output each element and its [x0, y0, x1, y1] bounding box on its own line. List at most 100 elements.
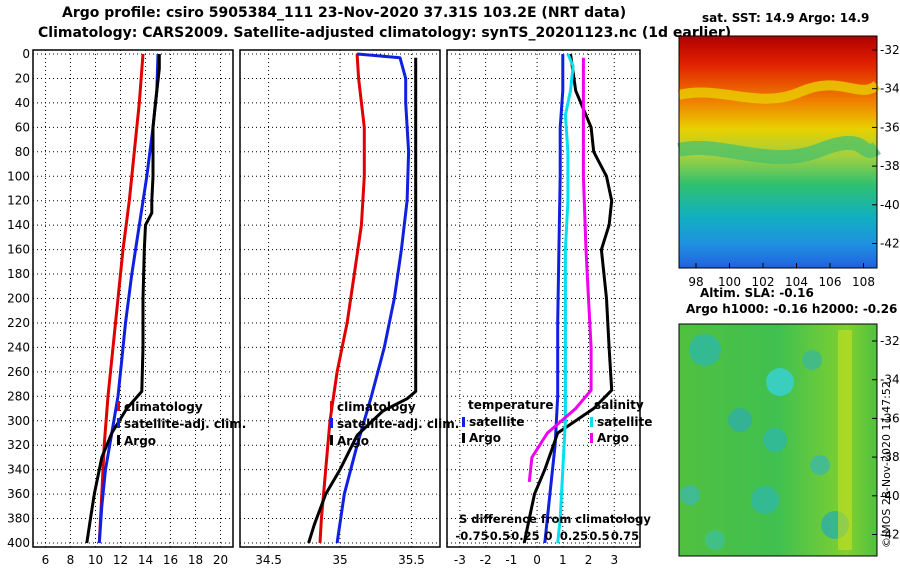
legend-label: satellite-adj. clim.	[337, 417, 459, 431]
sla-anomaly-blob	[766, 368, 794, 396]
y-tick-label: 280	[7, 389, 30, 403]
series-line	[335, 52, 411, 544]
sst-x-tick-label: 104	[785, 275, 808, 289]
x-tick-label: -1	[505, 553, 517, 567]
y-tick-label: 360	[7, 487, 30, 501]
x-tick-label: 14	[138, 553, 153, 567]
x-tick-label: 35.5	[398, 553, 425, 567]
maps-layer: -32 -34 -36 -38 -40 -42 98 100 102 104 106 108 -32 -3…	[677, 35, 900, 557]
sst-map-title: sat. SST: 14.9 Argo: 14.9	[702, 11, 870, 25]
sst-front2	[677, 135, 882, 164]
y-tick-label: 320	[7, 438, 30, 452]
sla-anomaly-blob	[680, 485, 700, 505]
y-tick-label: 260	[7, 365, 30, 379]
legend-swatch	[117, 401, 120, 411]
sst-x-tick-label: 108	[852, 275, 875, 289]
sla-map-frame	[678, 323, 878, 557]
y-tick-label: 380	[7, 512, 30, 526]
x-tick-label: 12	[113, 553, 128, 567]
y-tick-label: 40	[15, 96, 30, 110]
sst-y-tick-label: -34	[880, 82, 900, 96]
y-tick-label: 160	[7, 243, 30, 257]
y-tick-label: 120	[7, 194, 30, 208]
y-tick-label: 140	[7, 218, 30, 232]
y-tick-label: 180	[7, 267, 30, 281]
legend-label: satellite	[469, 415, 524, 429]
y-tick-label: 20	[15, 71, 30, 85]
sla-anomaly-blob	[705, 530, 725, 550]
x-tick-label: 20	[213, 553, 228, 567]
secondary-tick-label: -0.25	[506, 529, 539, 543]
sla-anomaly-blob	[689, 334, 721, 366]
x-tick-label: 16	[163, 553, 178, 567]
sla-anomaly-blob	[810, 455, 830, 475]
x-tick-label: 34.5	[255, 553, 282, 567]
legend-label: satellite	[597, 415, 652, 429]
sla-ridge	[838, 330, 852, 550]
plot-frame	[32, 49, 234, 548]
sst-y-tick-label: -36	[880, 120, 900, 134]
sla-y-tick-label: -36	[880, 411, 900, 425]
y-tick-label: 400	[7, 536, 30, 550]
legend-swatch	[590, 417, 593, 427]
sla-anomaly-blob	[763, 428, 787, 452]
y-tick-label: 100	[7, 169, 30, 183]
x-tick-label: 2	[585, 553, 593, 567]
sst-y-tick-label: -42	[880, 237, 900, 251]
legend-swatch	[117, 418, 120, 428]
legend-swatch	[117, 435, 120, 445]
series-line	[556, 53, 575, 544]
x-tick-label: -2	[480, 553, 492, 567]
x-tick-label: -3	[454, 553, 466, 567]
sla-y-tick-label: -38	[880, 450, 900, 464]
x-tick-label: 3	[610, 553, 618, 567]
secondary-tick-label: 0.25	[560, 529, 588, 543]
series-line	[527, 57, 593, 483]
y-tick-label: 300	[7, 414, 30, 428]
legend-title: salinity	[594, 398, 644, 412]
sla-y-tick-label: -40	[880, 489, 900, 503]
series-line	[85, 54, 161, 544]
sst-front	[677, 80, 881, 104]
sla-anomaly-blob	[802, 350, 822, 370]
secondary-tick-label: -0.5	[485, 529, 510, 543]
y-tick-label: 0	[22, 47, 30, 61]
sst-x-tick-label: 106	[819, 275, 842, 289]
legend-label: Argo	[124, 434, 156, 448]
sst-y-tick-label: -38	[880, 159, 900, 173]
y-tick-label: 240	[7, 340, 30, 354]
y-tick-label: 200	[7, 292, 30, 306]
y-tick-label: 340	[7, 463, 30, 477]
y-tick-label: 80	[15, 145, 30, 159]
sla-anomaly-blob	[728, 408, 752, 432]
secondary-tick-label: -0.75	[455, 529, 488, 543]
legend-label: Argo	[597, 431, 629, 445]
y-tick-label: 60	[15, 120, 30, 134]
sst-y-tick-label: -40	[880, 198, 900, 212]
sst-map-frame	[678, 35, 878, 269]
legend-label: climatology	[337, 400, 416, 414]
secondary-tick-label: 0	[544, 529, 552, 543]
sla-anomaly-blob	[751, 486, 779, 514]
legend-label: Argo	[469, 431, 501, 445]
series-line	[522, 53, 614, 544]
x-tick-label: 6	[42, 553, 50, 567]
x-tick-label: 8	[67, 553, 75, 567]
series-line	[318, 53, 366, 544]
x-tick-label: 10	[88, 553, 103, 567]
title-line2: Climatology: CARS2009. Satellite-adjuste…	[38, 25, 732, 41]
sla-title-line1: Altim. SLA: -0.16	[700, 286, 814, 300]
sst-x-tick-label: 102	[752, 275, 775, 289]
salinity-profile-panel: 34.5 35 35.5 climatology satellite-adj. clim…	[239, 49, 459, 567]
legend-swatch	[462, 433, 465, 443]
sla-y-tick-label: -32	[880, 334, 900, 348]
legend-swatch	[590, 433, 593, 443]
sla-title-line2: Argo h1000: -0.16 h2000: -0.26	[686, 302, 898, 316]
x-tick-label: 1	[559, 553, 567, 567]
legend-swatch	[330, 435, 333, 445]
x-tick-label: 35	[332, 553, 347, 567]
sst-x-tick-label: 100	[718, 275, 741, 289]
legend-swatch	[330, 401, 333, 411]
y-tick-label: 220	[7, 316, 30, 330]
sla-y-tick-label: -34	[880, 373, 900, 387]
